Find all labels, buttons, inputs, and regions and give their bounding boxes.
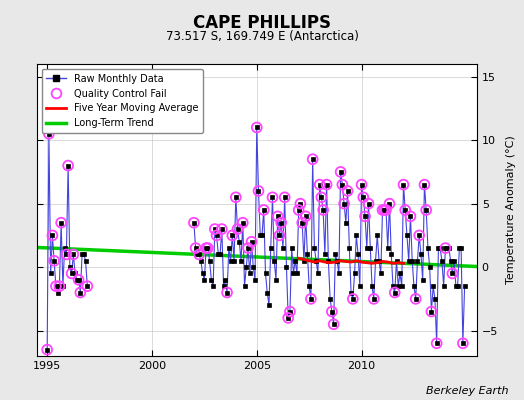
Point: [277, 220, 286, 226]
Point: [64, 162, 72, 169]
Point: [458, 340, 467, 346]
Point: [415, 232, 423, 238]
Point: [280, 194, 289, 200]
Point: [275, 232, 283, 238]
Point: [48, 232, 57, 238]
Point: [441, 245, 450, 251]
Point: [406, 213, 414, 220]
Point: [204, 245, 212, 251]
Point: [191, 245, 200, 251]
Point: [330, 321, 338, 328]
Point: [74, 277, 83, 283]
Point: [315, 182, 324, 188]
Point: [195, 251, 203, 258]
Point: [307, 296, 315, 302]
Point: [399, 182, 408, 188]
Point: [247, 238, 256, 245]
Point: [259, 207, 268, 213]
Point: [233, 226, 242, 232]
Point: [57, 220, 66, 226]
Point: [309, 156, 317, 162]
Point: [43, 346, 51, 353]
Point: [284, 315, 292, 321]
Point: [364, 200, 373, 207]
Point: [50, 258, 58, 264]
Point: [301, 213, 310, 220]
Point: [401, 207, 409, 213]
Point: [390, 289, 399, 296]
Text: CAPE PHILLIPS: CAPE PHILLIPS: [193, 14, 331, 32]
Point: [361, 213, 369, 220]
Point: [83, 283, 92, 289]
Point: [211, 226, 219, 232]
Point: [253, 124, 261, 131]
Point: [357, 182, 366, 188]
Point: [296, 200, 304, 207]
Point: [212, 232, 221, 238]
Point: [68, 270, 76, 277]
Point: [343, 188, 352, 194]
Point: [328, 308, 336, 315]
Point: [55, 283, 63, 289]
Point: [76, 289, 84, 296]
Point: [380, 207, 388, 213]
Point: [202, 245, 210, 251]
Point: [348, 296, 357, 302]
Text: 73.517 S, 169.749 E (Antarctica): 73.517 S, 169.749 E (Antarctica): [166, 30, 358, 43]
Point: [268, 194, 277, 200]
Point: [254, 188, 263, 194]
Point: [232, 194, 240, 200]
Point: [217, 226, 226, 232]
Point: [228, 232, 236, 238]
Point: [238, 220, 247, 226]
Point: [69, 251, 78, 258]
Point: [294, 207, 303, 213]
Point: [322, 182, 331, 188]
Point: [52, 283, 60, 289]
Point: [298, 220, 307, 226]
Point: [427, 308, 435, 315]
Point: [378, 207, 387, 213]
Point: [338, 182, 346, 188]
Point: [411, 296, 420, 302]
Point: [432, 340, 441, 346]
Point: [45, 131, 53, 137]
Point: [190, 220, 198, 226]
Point: [317, 194, 325, 200]
Y-axis label: Temperature Anomaly (°C): Temperature Anomaly (°C): [506, 136, 517, 284]
Point: [382, 207, 390, 213]
Point: [359, 194, 367, 200]
Point: [336, 169, 345, 175]
Point: [385, 200, 394, 207]
Text: Berkeley Earth: Berkeley Earth: [426, 386, 508, 396]
Point: [62, 251, 71, 258]
Point: [369, 296, 378, 302]
Point: [422, 207, 430, 213]
Legend: Raw Monthly Data, Quality Control Fail, Five Year Moving Average, Long-Term Tren: Raw Monthly Data, Quality Control Fail, …: [41, 69, 203, 133]
Point: [244, 245, 252, 251]
Point: [420, 182, 429, 188]
Point: [340, 200, 348, 207]
Point: [223, 289, 231, 296]
Point: [274, 213, 282, 220]
Point: [319, 207, 328, 213]
Point: [448, 270, 456, 277]
Point: [286, 308, 294, 315]
